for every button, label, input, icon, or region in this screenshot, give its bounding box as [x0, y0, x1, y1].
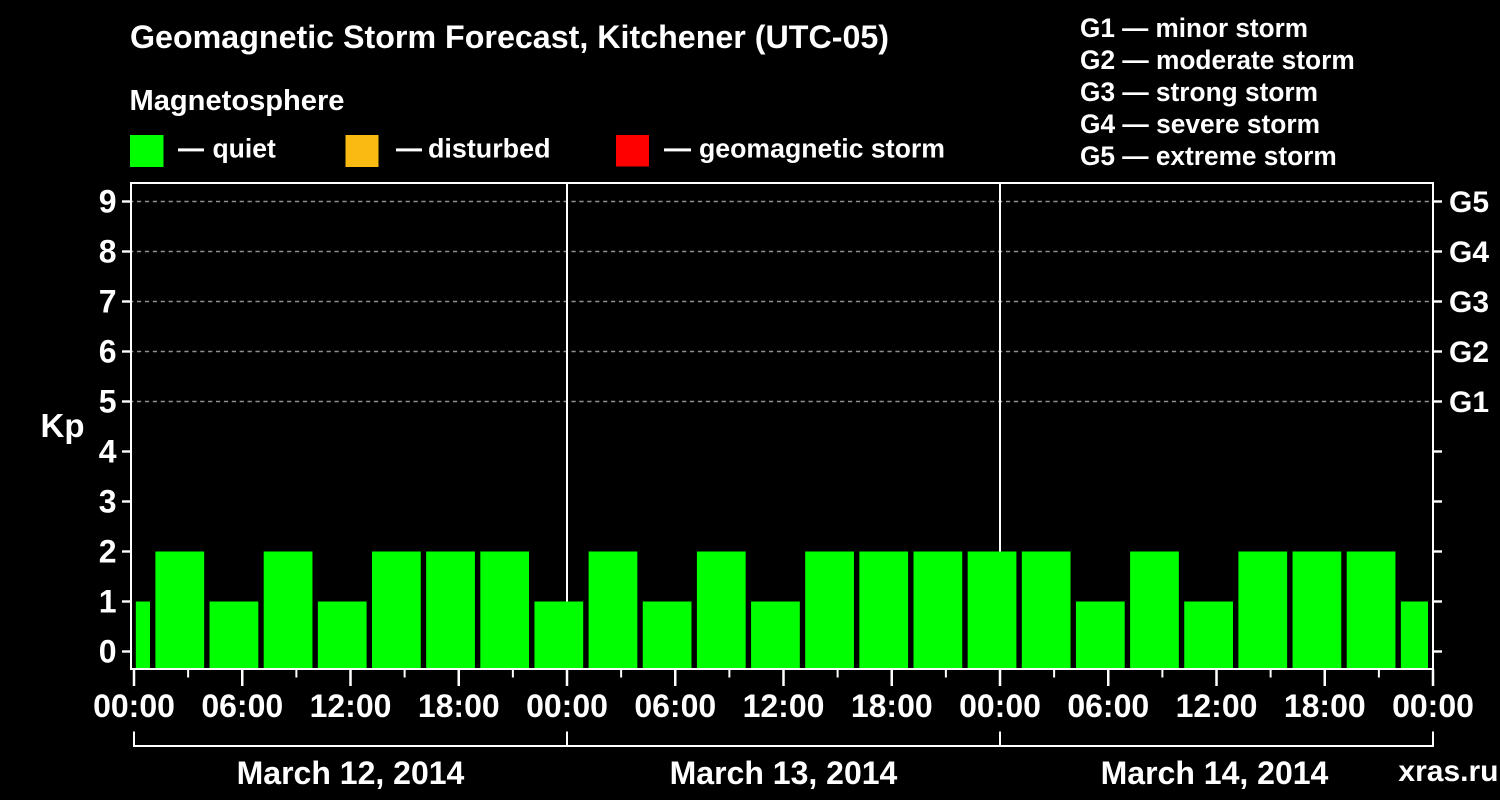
svg-text:G1 — minor storm: G1 — minor storm	[1080, 13, 1308, 43]
svg-text:12:00: 12:00	[1176, 688, 1258, 724]
svg-text:geomagnetic storm: geomagnetic storm	[699, 134, 945, 164]
svg-text:1: 1	[99, 584, 117, 620]
svg-text:2: 2	[99, 534, 117, 570]
svg-text:G4: G4	[1449, 236, 1489, 269]
svg-text:0: 0	[99, 634, 117, 670]
svg-text:06:00: 06:00	[201, 688, 283, 724]
svg-text:06:00: 06:00	[1067, 688, 1149, 724]
svg-text:12:00: 12:00	[310, 688, 392, 724]
svg-text:G3 — strong storm: G3 — strong storm	[1080, 77, 1318, 107]
svg-text:G5 — extreme storm: G5 — extreme storm	[1080, 141, 1337, 171]
svg-text:March 13, 2014: March 13, 2014	[670, 755, 898, 791]
svg-text:3: 3	[99, 484, 117, 520]
svg-text:G2 — moderate storm: G2 — moderate storm	[1080, 45, 1355, 75]
svg-text:18:00: 18:00	[1284, 688, 1366, 724]
svg-text:5: 5	[99, 384, 117, 420]
svg-text:00:00: 00:00	[1392, 688, 1474, 724]
svg-text:9: 9	[99, 184, 117, 220]
svg-text:G1: G1	[1449, 386, 1489, 419]
svg-text:00:00: 00:00	[93, 688, 175, 724]
svg-text:G4 — severe storm: G4 — severe storm	[1080, 109, 1320, 139]
svg-text:March 14, 2014: March 14, 2014	[1101, 755, 1329, 791]
svg-text:disturbed: disturbed	[428, 134, 551, 164]
svg-text:18:00: 18:00	[851, 688, 933, 724]
svg-text:00:00: 00:00	[526, 688, 608, 724]
svg-text:8: 8	[99, 234, 117, 270]
svg-text:4: 4	[99, 434, 117, 470]
svg-text:Magnetosphere: Magnetosphere	[130, 85, 345, 117]
svg-text:G3: G3	[1449, 286, 1489, 319]
svg-text:00:00: 00:00	[959, 688, 1041, 724]
svg-text:Kp: Kp	[41, 407, 85, 444]
svg-text:Geomagnetic Storm Forecast, Ki: Geomagnetic Storm Forecast, Kitchener (U…	[130, 19, 889, 55]
svg-text:18:00: 18:00	[418, 688, 500, 724]
svg-text:G2: G2	[1449, 336, 1489, 369]
svg-text:G5: G5	[1449, 186, 1489, 219]
svg-text:12:00: 12:00	[743, 688, 825, 724]
svg-text:xras.ru: xras.ru	[1398, 755, 1498, 788]
svg-text:06:00: 06:00	[634, 688, 716, 724]
svg-text:6: 6	[99, 334, 117, 370]
svg-text:quiet: quiet	[213, 134, 276, 164]
svg-text:7: 7	[99, 284, 117, 320]
svg-text:March 12, 2014: March 12, 2014	[237, 755, 465, 791]
